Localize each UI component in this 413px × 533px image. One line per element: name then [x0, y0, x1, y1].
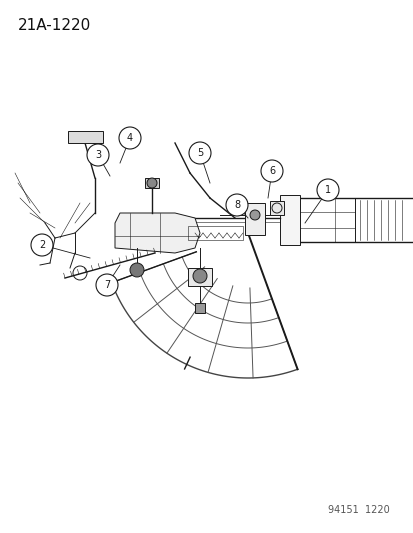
Circle shape — [119, 127, 141, 149]
Circle shape — [225, 194, 247, 216]
Text: 7: 7 — [104, 280, 110, 290]
Text: 4: 4 — [127, 133, 133, 143]
Bar — [244, 203, 264, 235]
Bar — [269, 201, 283, 215]
Text: 5: 5 — [197, 148, 203, 158]
Text: 8: 8 — [233, 200, 240, 210]
Text: 3: 3 — [95, 150, 101, 160]
Circle shape — [147, 178, 157, 188]
Circle shape — [189, 142, 211, 164]
Circle shape — [96, 274, 118, 296]
Bar — [279, 195, 299, 245]
Circle shape — [260, 160, 282, 182]
Bar — [188, 268, 211, 286]
Circle shape — [130, 263, 144, 277]
Text: 2: 2 — [39, 240, 45, 250]
Bar — [68, 131, 103, 143]
Circle shape — [87, 144, 109, 166]
Bar — [188, 226, 242, 240]
Text: 94151  1220: 94151 1220 — [328, 505, 389, 515]
Text: 1: 1 — [324, 185, 330, 195]
Text: 6: 6 — [268, 166, 274, 176]
Circle shape — [249, 210, 259, 220]
Bar — [145, 178, 159, 188]
Circle shape — [31, 234, 53, 256]
Circle shape — [316, 179, 338, 201]
Bar — [195, 303, 204, 313]
Polygon shape — [115, 213, 199, 253]
Text: 21A-1220: 21A-1220 — [18, 18, 91, 33]
Circle shape — [192, 269, 206, 283]
